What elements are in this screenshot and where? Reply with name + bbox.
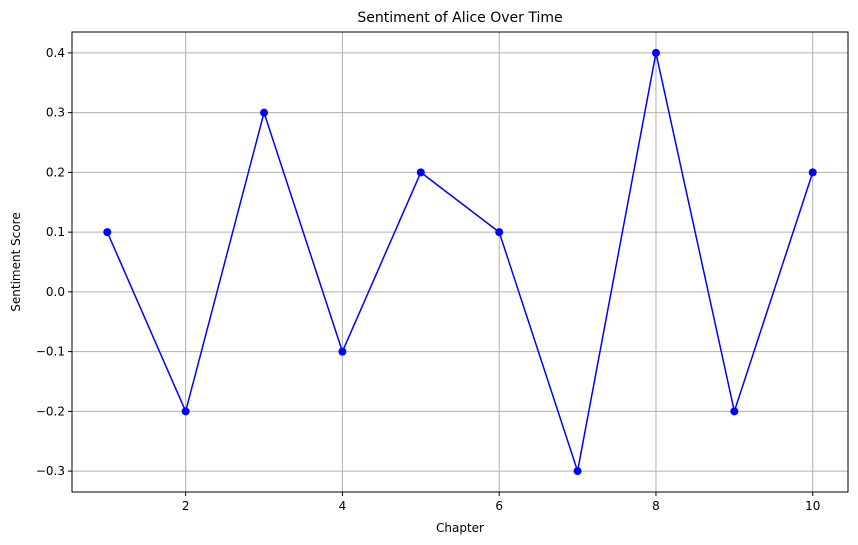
series-line [106, 52, 814, 472]
y-axis-title: Sentiment Score [9, 212, 23, 311]
y-tick-label: 0.3 [46, 106, 65, 120]
y-tick-label: 0.1 [46, 225, 65, 239]
y-tick-label: −0.1 [36, 345, 65, 359]
data-point [338, 347, 347, 356]
chart-title: Sentiment of Alice Over Time [357, 10, 562, 26]
x-tick-label: 6 [495, 499, 503, 513]
data-point [730, 407, 739, 416]
data-point [651, 48, 660, 57]
x-tick-label: 8 [652, 499, 660, 513]
y-tick-label: 0.2 [46, 165, 65, 179]
data-point [260, 108, 269, 117]
y-tick-label: 0.4 [46, 46, 65, 60]
data-point [495, 228, 504, 237]
plot-area [72, 32, 848, 492]
data-point [808, 168, 817, 177]
x-tick-label: 4 [339, 499, 347, 513]
ticks: 2 4 6 8 10 −0.3 −0.2 −0.1 0.0 0.1 0.2 0.3 0.4 [36, 46, 821, 513]
data-point [573, 467, 582, 476]
data-point [416, 168, 425, 177]
x-tick-label: 10 [805, 499, 820, 513]
y-tick-label: 0.0 [46, 285, 65, 299]
y-tick-label: −0.3 [36, 464, 65, 478]
data-point [103, 228, 112, 237]
data-point [181, 407, 190, 416]
y-tick-label: −0.2 [36, 404, 65, 418]
plot-frame [71, 31, 849, 493]
x-tick-label: 2 [182, 499, 190, 513]
x-axis-title: Chapter [436, 521, 484, 535]
series-layer [103, 48, 817, 476]
